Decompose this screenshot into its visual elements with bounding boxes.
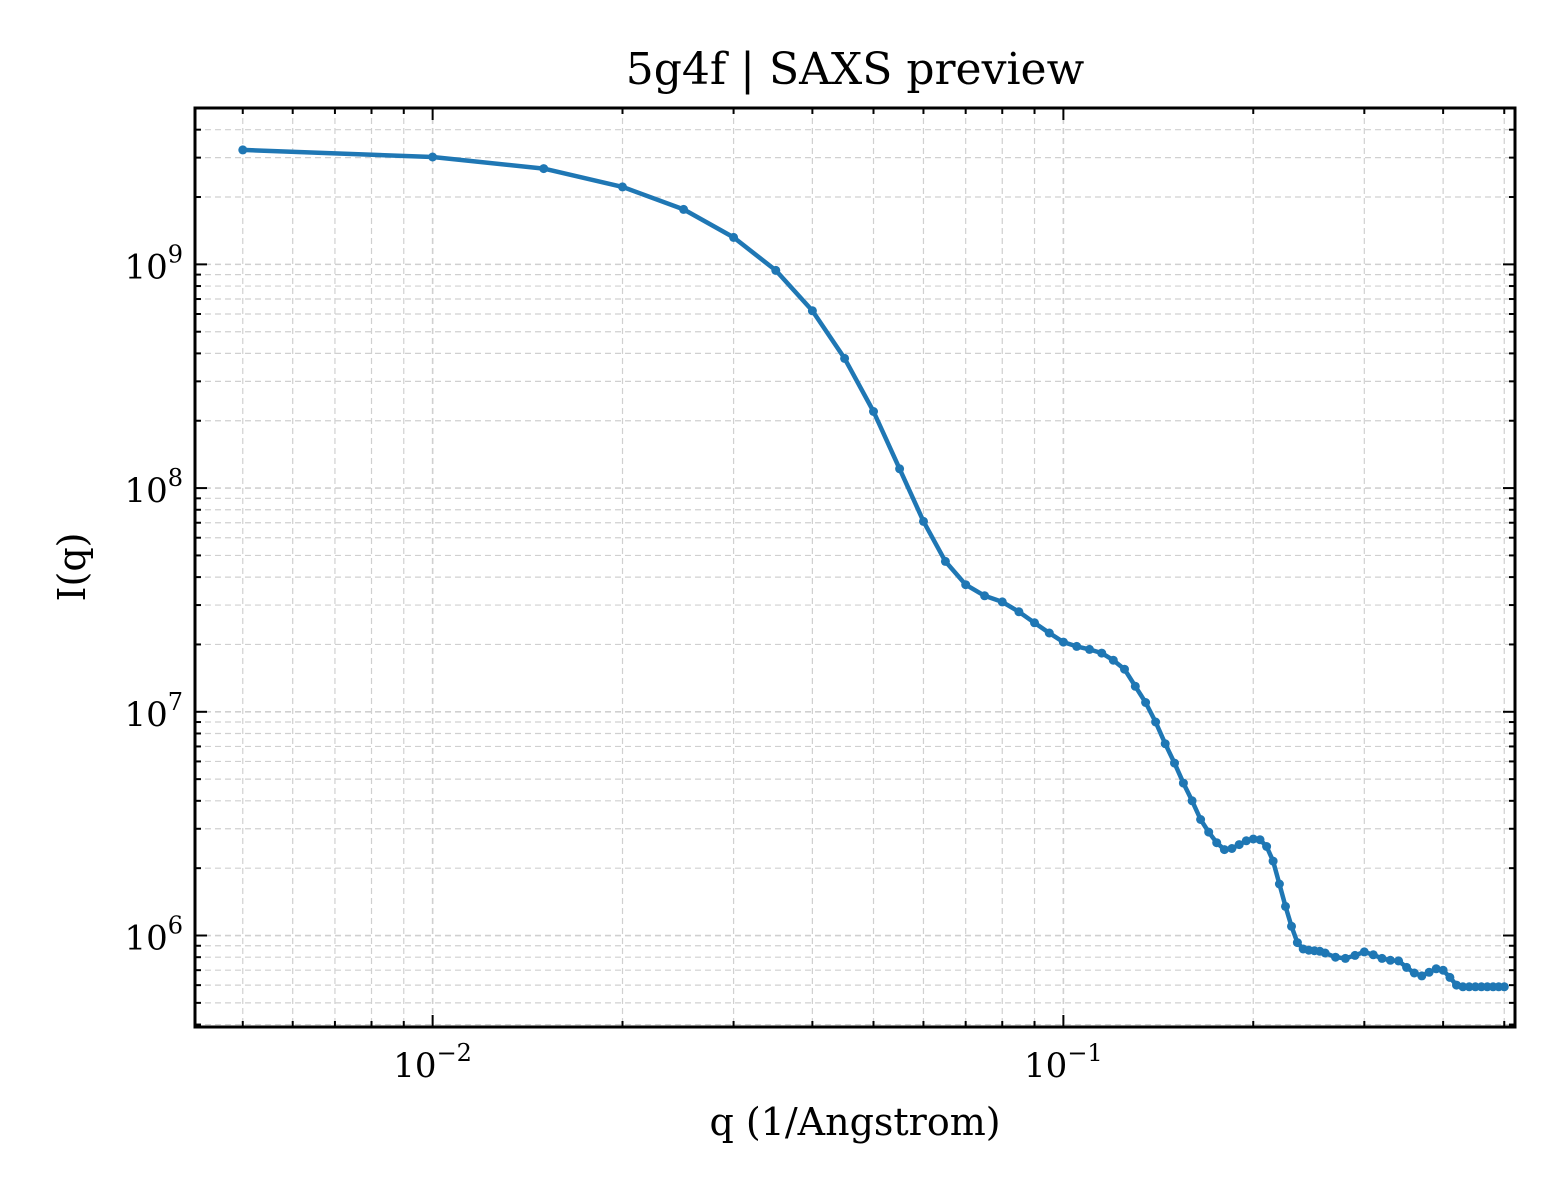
data-point [618, 182, 627, 192]
data-point [1417, 971, 1427, 981]
data-point [1464, 982, 1474, 992]
x-tick-label: 10−1 [1024, 1039, 1103, 1086]
data-point [729, 232, 739, 242]
data-point [980, 591, 990, 601]
data-point [869, 407, 878, 416]
data-point [1241, 836, 1251, 846]
data-point [1359, 947, 1369, 957]
data-point [1385, 955, 1395, 965]
data-point [1097, 648, 1107, 658]
data-point [1350, 950, 1360, 960]
data-point [1227, 844, 1237, 853]
chart-title: 5g4f | SAXS preview [626, 44, 1085, 95]
data-point [1281, 901, 1290, 911]
data-point [1030, 618, 1039, 628]
ticks [195, 107, 1515, 1027]
y-tick-label: 107 [124, 688, 183, 735]
data-point [1072, 641, 1082, 651]
data-point [1160, 739, 1170, 749]
data-point [1331, 952, 1340, 962]
data-point [1340, 953, 1350, 963]
data-point [1368, 950, 1378, 960]
data-point [807, 306, 817, 316]
data-point [1151, 717, 1161, 727]
tick-labels: 10−2 10−1 106 107 108 109 [124, 240, 1102, 1086]
data-point [238, 145, 248, 155]
data-point [1212, 838, 1222, 848]
data-point [1424, 967, 1434, 977]
y-tick-label: 108 [124, 464, 183, 511]
data-point [1377, 953, 1387, 963]
data-point [1438, 965, 1448, 975]
data-point [1141, 698, 1151, 707]
plot-frame [193, 106, 1517, 1029]
data-point [1255, 835, 1265, 845]
y-tick-label: 109 [124, 240, 183, 287]
data-point [1120, 664, 1129, 674]
data-point [940, 556, 950, 566]
data-point [1320, 948, 1330, 958]
data-point [1044, 628, 1054, 638]
data-point [679, 204, 689, 214]
data-point [771, 265, 781, 275]
data-point [539, 164, 549, 174]
data-point [1292, 938, 1302, 948]
y-axis-label: I(q) [50, 533, 94, 602]
data-point [1234, 840, 1244, 850]
series [238, 145, 1509, 992]
data-point [840, 353, 850, 363]
data-point [1108, 655, 1118, 665]
grid [195, 107, 1515, 1027]
data-point [1409, 968, 1419, 978]
data-point [1130, 681, 1140, 691]
data-point [1248, 834, 1258, 844]
data-point [1204, 827, 1214, 837]
data-point [1014, 607, 1024, 617]
data-point [1085, 644, 1094, 654]
data-point [1058, 637, 1068, 647]
data-point [1268, 856, 1278, 866]
x-tick-label: 10−2 [393, 1039, 472, 1086]
data-point [895, 464, 905, 474]
data-point [1431, 964, 1441, 974]
data-point [997, 597, 1007, 607]
data-point [1394, 956, 1404, 966]
data-point [961, 580, 971, 590]
data-point [1402, 962, 1412, 972]
data-point [1445, 972, 1455, 982]
data-point [1458, 982, 1468, 992]
data-point [1187, 796, 1197, 806]
data-point [1219, 845, 1229, 855]
data-point [1499, 982, 1509, 992]
data-point [1196, 815, 1206, 824]
data-point [1287, 921, 1296, 931]
data-point [919, 516, 928, 526]
y-tick-label: 106 [124, 912, 183, 959]
data-point [428, 152, 438, 162]
data-point [1178, 778, 1188, 788]
x-axis-label: q (1/Angstrom) [709, 1100, 1000, 1144]
data-point [1274, 879, 1284, 889]
data-point [1262, 842, 1272, 851]
data-point [1170, 758, 1179, 768]
